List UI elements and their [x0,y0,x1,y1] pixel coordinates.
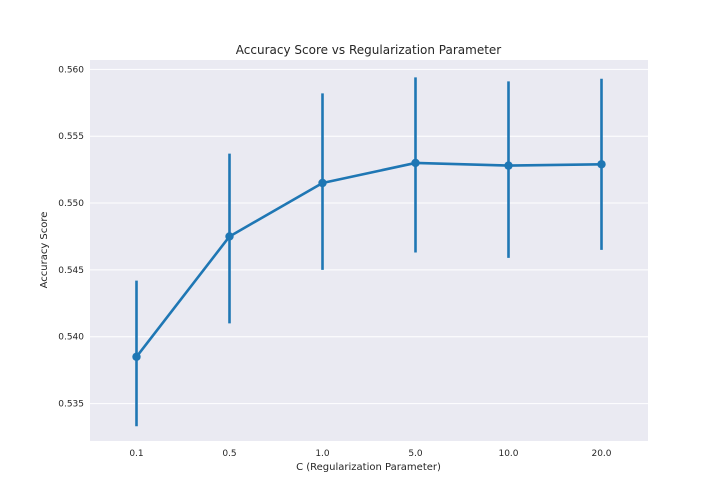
grid-lines [90,68,648,405]
series-lines [135,161,602,358]
data-point [411,158,420,168]
y-tick-label: 0.545 [58,266,84,276]
y-tick-label: 0.560 [58,65,84,75]
x-axis-label: C (Regularization Parameter) [296,462,441,473]
data-point [504,161,513,170]
y-tick-label: 0.540 [58,333,84,343]
x-tick-label: 0.1 [129,449,143,459]
x-axis-ticks: 0.1 0.5 1.0 5.0 10.0 20.0 [129,449,611,459]
data-point [318,178,327,188]
data-point [597,160,606,169]
plot-area [90,60,648,441]
x-tick-label: 1.0 [315,449,330,459]
chart-title: Accuracy Score vs Regularization Paramet… [236,43,502,57]
x-tick-label: 0.5 [222,449,236,459]
series-line [135,161,602,358]
y-tick-label: 0.555 [58,132,84,142]
y-axis-label: Accuracy Score [39,212,50,289]
y-axis-ticks: 0.535 0.540 0.545 0.550 0.555 0.560 [58,65,84,409]
y-tick-label: 0.535 [58,400,84,410]
x-tick-label: 5.0 [408,449,423,459]
data-points [132,158,606,361]
y-tick-label: 0.550 [58,199,84,209]
data-point [132,352,141,361]
x-tick-label: 20.0 [591,449,611,459]
data-point [225,232,234,241]
x-tick-label: 10.0 [498,449,518,459]
